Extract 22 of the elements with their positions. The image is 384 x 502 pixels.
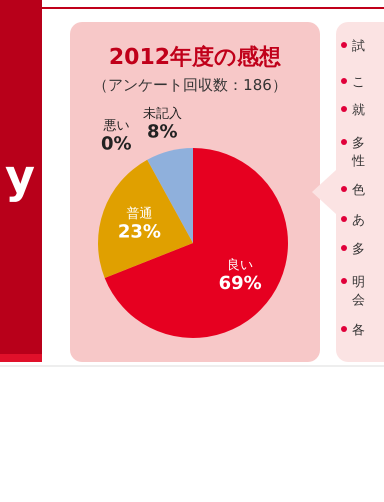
text: 明 bbox=[352, 275, 365, 290]
chart-title: 2012年度の感想 bbox=[108, 44, 282, 70]
slice-label: 良い bbox=[227, 258, 254, 274]
text: 多 bbox=[352, 242, 365, 257]
slice-label: 未記入 bbox=[142, 106, 182, 122]
text: 0% bbox=[101, 133, 132, 154]
data-label: 69% bbox=[218, 273, 262, 294]
text: 就 bbox=[352, 103, 365, 118]
text: 会 bbox=[352, 293, 365, 308]
text: 各 bbox=[352, 323, 365, 338]
data-label: 8% bbox=[147, 121, 178, 142]
chart-subtitle: （アンケート回収数：186） bbox=[93, 76, 287, 94]
text: 多 bbox=[352, 136, 365, 151]
text: あ bbox=[352, 213, 365, 228]
text: 性 bbox=[351, 154, 365, 169]
data-label: 23% bbox=[118, 222, 161, 243]
slice-label: 普通 bbox=[126, 206, 152, 222]
text: 試 bbox=[352, 39, 365, 54]
text: こ bbox=[352, 75, 365, 90]
text: 色 bbox=[352, 183, 365, 198]
text: y bbox=[5, 149, 35, 203]
category-label: 悪い bbox=[103, 118, 130, 134]
